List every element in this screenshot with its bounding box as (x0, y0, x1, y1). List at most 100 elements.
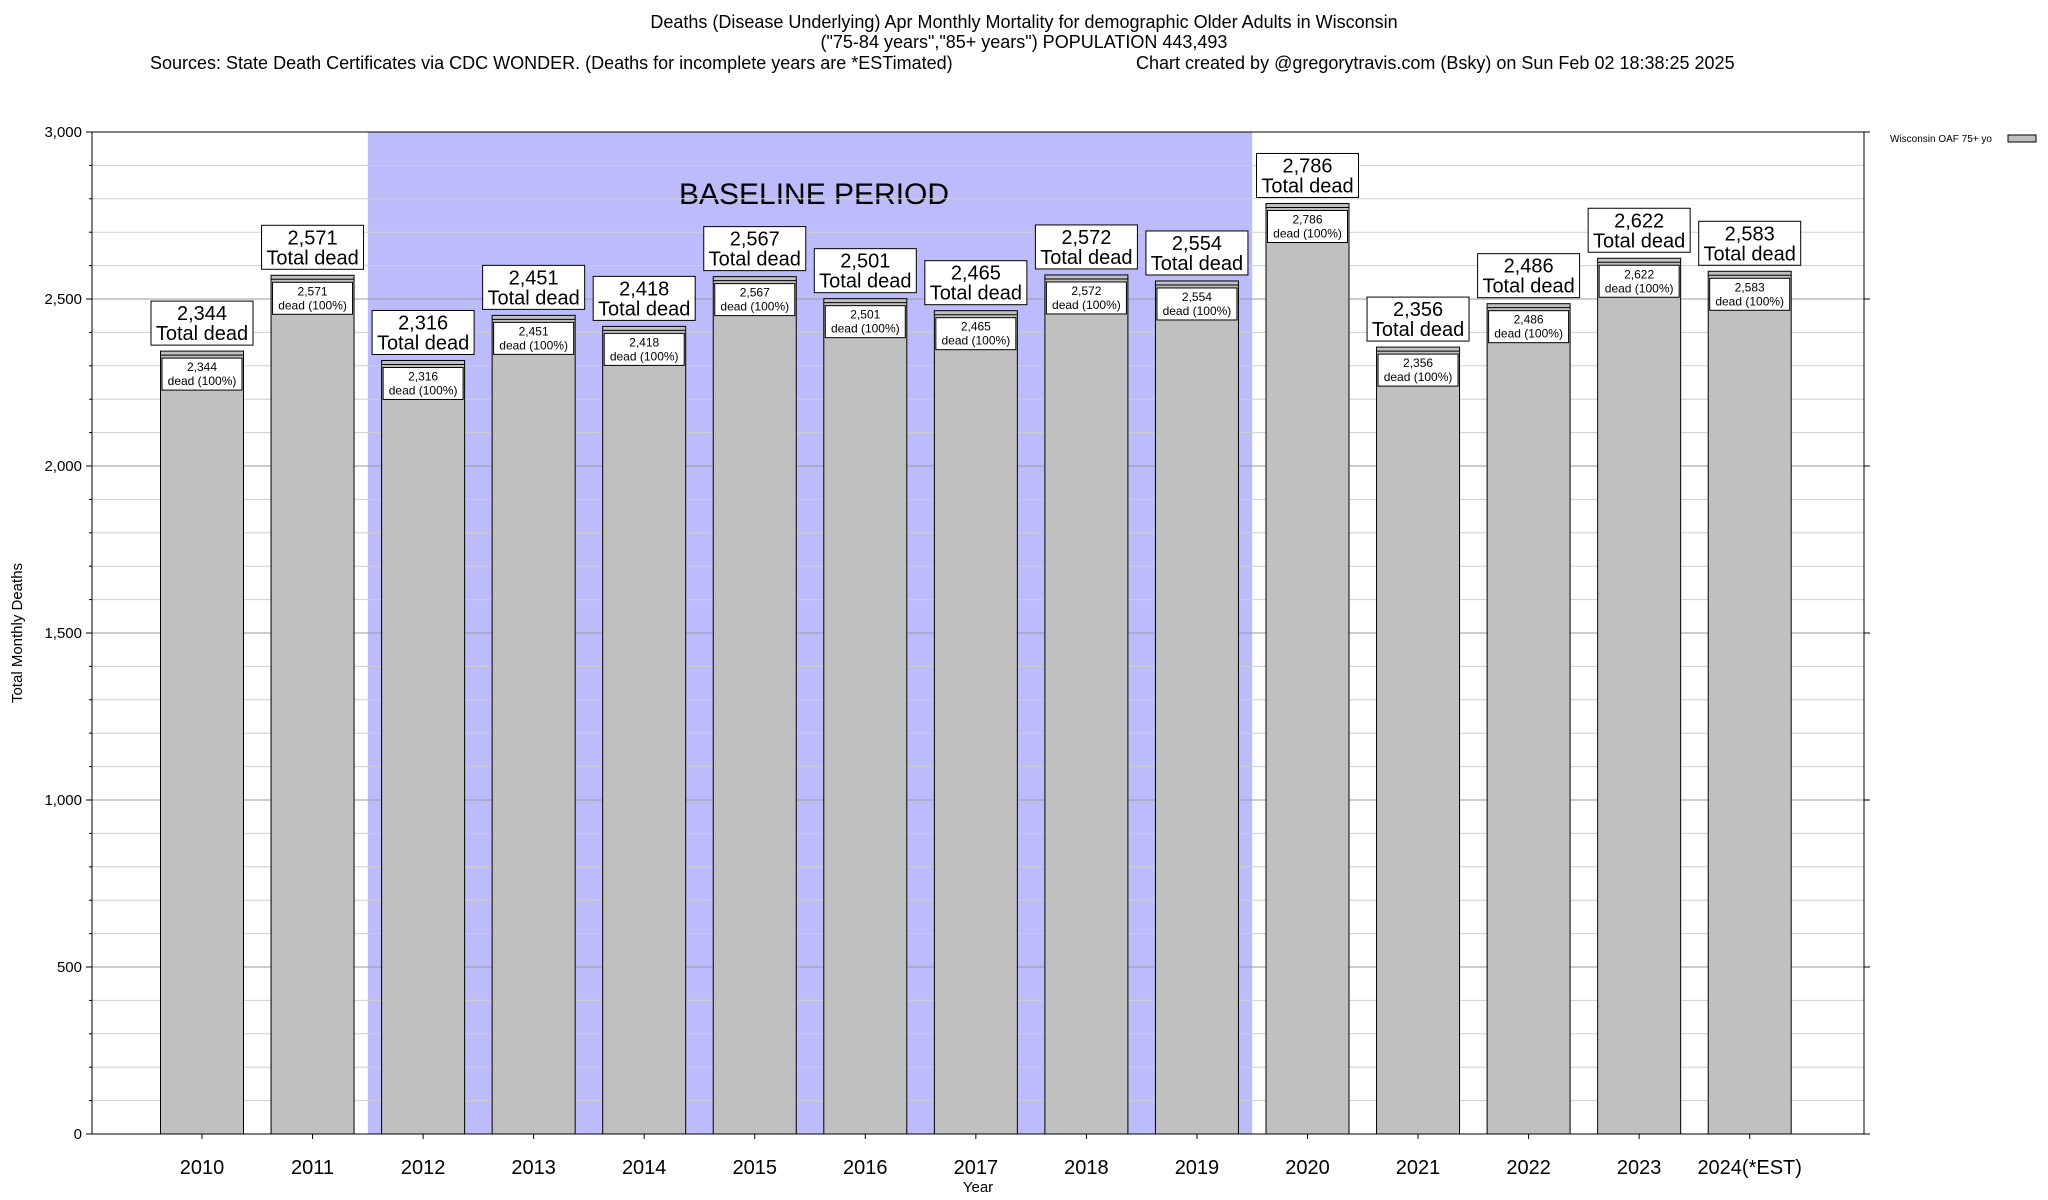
inner-percent-label: dead (100%) (1052, 298, 1121, 312)
top-total-label: Total dead (488, 287, 580, 309)
bar (1707, 270, 1792, 1135)
top-value-label: 2,486 (1504, 256, 1554, 278)
top-value-label: 2,786 (1282, 155, 1332, 177)
y-axis-label: Total Monthly Deaths (9, 563, 26, 703)
inner-label-box (603, 332, 685, 366)
inner-value-label: 2,572 (1071, 284, 1101, 298)
inner-label-box (1267, 209, 1348, 243)
x-tick-label: 2014 (622, 1157, 667, 1179)
top-total-label: Total dead (1151, 253, 1243, 275)
inner-label-box (824, 305, 906, 339)
chart-subtitle: ("75-84 years","85+ years") POPULATION 4… (820, 32, 1228, 52)
top-value-label: 2,356 (1393, 299, 1443, 321)
top-total-label: Total dead (930, 283, 1022, 305)
y-tick-label: 500 (57, 959, 82, 976)
x-tick-label: 2016 (843, 1157, 888, 1179)
top-value-label: 2,465 (951, 263, 1001, 285)
inner-percent-label: dead (100%) (168, 374, 237, 388)
inner-label-box (161, 357, 243, 391)
top-label-box (924, 260, 1028, 306)
bar (270, 274, 355, 1135)
x-tick-label: 2022 (1506, 1157, 1551, 1179)
top-label-box (1477, 253, 1581, 299)
x-tick-label: 2013 (511, 1157, 556, 1179)
top-value-label: 2,316 (398, 312, 448, 334)
top-value-label: 2,344 (177, 303, 227, 325)
inner-value-label: 2,451 (519, 324, 549, 338)
top-label-box (1366, 296, 1470, 342)
top-total-label: Total dead (266, 247, 358, 269)
x-axis-label: Year (963, 1179, 993, 1196)
top-total-label: Total dead (598, 298, 690, 320)
legend-label: Wisconsin OAF 75+ yo (1890, 134, 1992, 145)
inner-percent-label: dead (100%) (1494, 327, 1563, 341)
inner-percent-label: dead (100%) (610, 349, 679, 363)
top-total-label: Total dead (1482, 276, 1574, 298)
inner-label-box (1156, 287, 1238, 321)
inner-percent-label: dead (100%) (1715, 294, 1784, 308)
inner-percent-label: dead (100%) (941, 334, 1010, 348)
top-label-box (1698, 220, 1802, 266)
top-total-label: Total dead (1261, 175, 1353, 197)
inner-percent-label: dead (100%) (1605, 281, 1674, 295)
top-value-label: 2,572 (1061, 227, 1111, 249)
inner-value-label: 2,786 (1292, 212, 1322, 226)
bar (1376, 346, 1461, 1135)
bar (1486, 303, 1571, 1135)
top-value-label: 2,501 (840, 251, 890, 273)
x-tick-label: 2023 (1617, 1157, 1662, 1179)
inner-percent-label: dead (100%) (1163, 304, 1232, 318)
y-tick-label: 0 (74, 1126, 82, 1143)
inner-percent-label: dead (100%) (720, 300, 789, 314)
inner-percent-label: dead (100%) (1384, 370, 1453, 384)
inner-value-label: 2,571 (298, 284, 328, 298)
top-label-box (1145, 230, 1249, 276)
x-tick-label: 2015 (733, 1157, 778, 1179)
bar (381, 359, 466, 1135)
top-label-box (261, 224, 365, 270)
bar (1154, 280, 1239, 1135)
baseline-period-label: BASELINE PERIOD (679, 178, 949, 211)
x-tick-label: 2024(*EST) (1697, 1157, 1802, 1179)
top-value-label: 2,567 (730, 229, 780, 251)
chart-title: Deaths (Disease Underlying) Apr Monthly … (650, 12, 1398, 32)
bar (491, 314, 576, 1135)
inner-label-box (1377, 353, 1459, 387)
inner-label-box (1709, 277, 1791, 311)
top-label-box (371, 309, 475, 355)
plot-frame (91, 131, 1865, 1135)
inner-value-label: 2,316 (408, 369, 438, 383)
top-label-box (1034, 224, 1138, 270)
x-tick-label: 2021 (1396, 1157, 1441, 1179)
y-tick-label: 1,000 (44, 792, 82, 809)
bar (1597, 257, 1682, 1135)
top-value-label: 2,571 (288, 227, 338, 249)
inner-value-label: 2,554 (1182, 290, 1212, 304)
x-tick-label: 2010 (180, 1157, 225, 1179)
inner-percent-label: dead (100%) (499, 338, 568, 352)
x-tick-label: 2018 (1064, 1157, 1109, 1179)
bar (823, 298, 908, 1135)
inner-percent-label: dead (100%) (389, 383, 458, 397)
inner-value-label: 2,356 (1403, 356, 1433, 370)
inner-label-box (493, 321, 575, 355)
x-tick-label: 2019 (1175, 1157, 1220, 1179)
inner-label-box (272, 281, 354, 315)
inner-label-box (1045, 281, 1127, 315)
chart-sources: Sources: State Death Certificates via CD… (150, 53, 953, 73)
top-label-box (813, 248, 917, 294)
chart-credit: Chart created by @gregorytravis.com (Bsk… (1136, 53, 1735, 73)
top-total-label: Total dead (156, 323, 248, 345)
inner-value-label: 2,418 (629, 335, 659, 349)
inner-label-box (935, 317, 1017, 351)
inner-value-label: 2,567 (740, 286, 770, 300)
inner-value-label: 2,622 (1624, 267, 1654, 281)
x-tick-label: 2017 (954, 1157, 999, 1179)
top-total-label: Total dead (1372, 319, 1464, 341)
top-value-label: 2,451 (509, 267, 559, 289)
top-total-label: Total dead (1704, 243, 1796, 265)
top-label-box (150, 300, 254, 346)
bar (1265, 202, 1350, 1135)
y-tick-label: 2,000 (44, 458, 82, 475)
